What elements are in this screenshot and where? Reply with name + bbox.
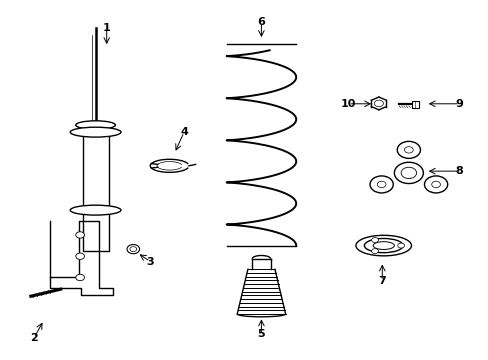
Text: 7: 7 — [378, 276, 386, 286]
Circle shape — [371, 249, 378, 253]
Ellipse shape — [76, 121, 115, 129]
Circle shape — [396, 141, 420, 158]
Ellipse shape — [372, 242, 393, 249]
Ellipse shape — [364, 238, 402, 253]
Circle shape — [369, 176, 392, 193]
Ellipse shape — [355, 235, 411, 256]
Text: 10: 10 — [340, 99, 355, 109]
Circle shape — [397, 243, 404, 248]
Circle shape — [400, 167, 416, 179]
Circle shape — [393, 162, 423, 184]
Ellipse shape — [70, 127, 121, 137]
Circle shape — [374, 100, 383, 107]
Text: 2: 2 — [30, 333, 38, 343]
Ellipse shape — [70, 205, 121, 215]
Circle shape — [76, 253, 84, 260]
Circle shape — [377, 181, 385, 188]
Text: 5: 5 — [257, 329, 264, 339]
Bar — [411, 100, 418, 108]
Circle shape — [76, 232, 84, 238]
Text: 4: 4 — [180, 127, 187, 137]
Text: 9: 9 — [455, 99, 463, 109]
Circle shape — [371, 238, 378, 243]
Circle shape — [130, 247, 137, 252]
Circle shape — [76, 274, 84, 281]
Bar — [82, 127, 109, 251]
Circle shape — [404, 147, 412, 153]
Circle shape — [424, 176, 447, 193]
Text: 3: 3 — [146, 257, 154, 266]
Text: 8: 8 — [455, 166, 463, 176]
Circle shape — [127, 244, 139, 254]
Text: 1: 1 — [102, 23, 110, 33]
Text: 6: 6 — [257, 17, 265, 27]
Circle shape — [431, 181, 440, 188]
